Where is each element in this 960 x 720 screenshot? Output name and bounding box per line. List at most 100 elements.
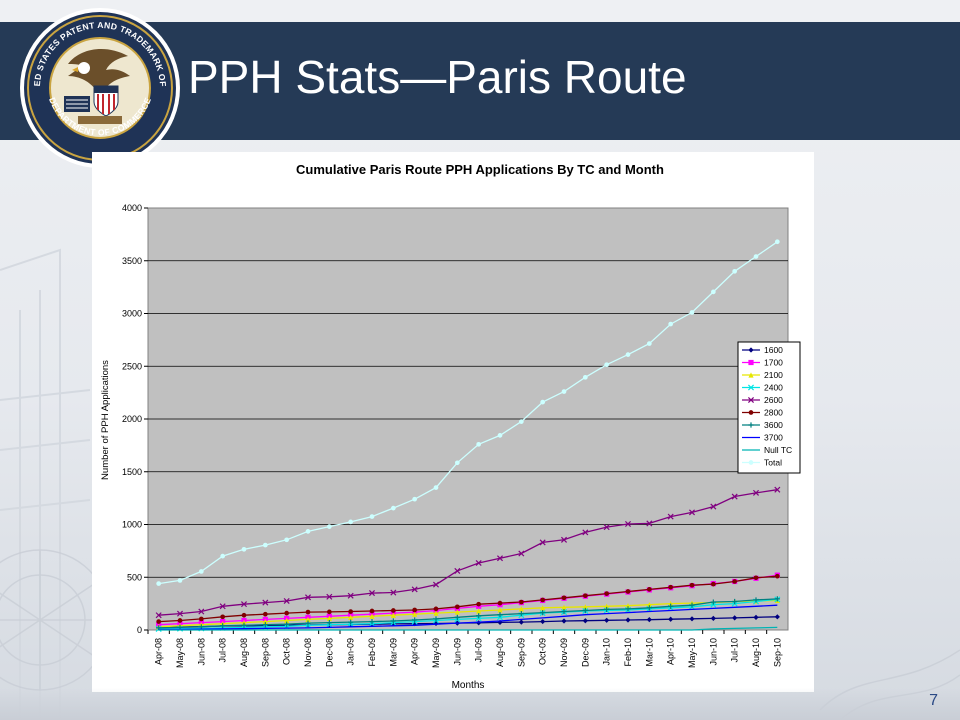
chart-title: Cumulative Paris Route PPH Applications … — [296, 162, 664, 177]
x-tick-label: Jul-10 — [730, 638, 740, 663]
data-point — [561, 608, 567, 615]
data-point — [412, 611, 418, 617]
x-tick-label: Nov-08 — [303, 638, 313, 667]
series-2800 — [156, 573, 780, 624]
data-point — [390, 589, 397, 596]
x-tick-label: May-08 — [175, 638, 185, 668]
data-point — [625, 617, 631, 623]
legend-item: 2600 — [742, 395, 783, 405]
uspto-seal-icon: UNITED STATES PATENT AND TRADEMARK OFFIC… — [18, 6, 180, 168]
y-tick-label: 2000 — [122, 414, 142, 424]
legend-label: 3600 — [764, 420, 783, 430]
legend-label: 2400 — [764, 383, 783, 393]
data-point — [220, 553, 226, 559]
data-point — [497, 612, 503, 618]
data-point — [241, 612, 247, 618]
data-point — [710, 503, 717, 510]
data-point — [689, 616, 695, 622]
data-point — [710, 289, 716, 295]
legend-item: 3700 — [742, 433, 783, 443]
data-point — [262, 622, 268, 628]
slide-page-number: 7 — [929, 692, 938, 709]
legend-item: 3600 — [742, 420, 783, 430]
y-tick-label: 2500 — [122, 361, 142, 371]
data-point — [198, 608, 205, 615]
x-tick-label: Jun-10 — [708, 638, 718, 666]
data-point — [646, 520, 653, 527]
x-tick-label: Jul-08 — [218, 638, 228, 663]
data-point — [604, 362, 610, 368]
data-point — [774, 596, 780, 602]
series-line — [158, 598, 778, 629]
data-point — [667, 513, 674, 520]
x-tick-label: May-10 — [687, 638, 697, 668]
data-point — [284, 537, 290, 543]
data-point — [625, 606, 631, 612]
legend: 1600 1700 2100 2400 2600 2800 3600 3700 Null TC T… — [737, 341, 801, 474]
data-point — [369, 514, 375, 519]
data-point — [156, 619, 162, 624]
x-tick-label: Jul-09 — [474, 638, 484, 663]
data-point — [624, 520, 632, 527]
data-point — [262, 542, 268, 548]
series-line — [158, 626, 778, 631]
data-point — [497, 433, 503, 438]
data-point — [496, 555, 504, 562]
data-point — [454, 604, 460, 610]
data-point — [732, 268, 738, 274]
legend-label: 3700 — [764, 433, 783, 443]
data-point — [732, 615, 738, 621]
data-point — [582, 604, 588, 610]
data-point — [710, 615, 716, 621]
series-lines — [155, 239, 781, 632]
data-point — [284, 610, 290, 616]
legend-label: 1700 — [764, 358, 783, 368]
series-line — [158, 604, 778, 631]
x-tick-label: Feb-10 — [623, 638, 633, 667]
legend-label: 2800 — [764, 408, 783, 418]
data-point — [390, 612, 396, 618]
data-point — [540, 618, 546, 625]
data-point — [518, 550, 525, 557]
x-tick-label: Apr-09 — [410, 638, 420, 665]
data-point — [241, 620, 247, 626]
data-point — [262, 599, 269, 606]
data-point — [540, 609, 546, 616]
y-tick-label: 1000 — [122, 520, 142, 530]
data-point — [348, 519, 354, 525]
data-point — [304, 594, 312, 601]
data-point — [240, 601, 248, 608]
data-point — [454, 567, 461, 574]
data-point — [646, 341, 652, 346]
footer-band — [0, 688, 960, 720]
data-point — [731, 493, 738, 500]
data-point — [582, 593, 588, 599]
series-line — [158, 598, 778, 630]
data-point — [497, 607, 503, 613]
data-point — [412, 621, 418, 627]
x-tick-label: Dec-08 — [324, 638, 334, 667]
data-point — [326, 609, 332, 615]
page-title: PPH Stats—Paris Route — [188, 51, 687, 103]
x-tick-label: May-09 — [431, 638, 441, 668]
data-point — [284, 617, 290, 624]
data-point — [748, 372, 754, 378]
data-point — [748, 422, 754, 428]
data-point — [390, 505, 396, 511]
data-point — [198, 616, 204, 622]
data-point — [753, 614, 759, 620]
x-tick-label: Aug-10 — [751, 638, 761, 667]
series-3600 — [156, 596, 780, 631]
data-point — [732, 598, 738, 605]
legend-item: Null TC — [742, 445, 792, 455]
data-point — [748, 347, 754, 353]
data-point — [689, 602, 695, 608]
data-point — [689, 582, 695, 588]
data-point — [668, 603, 674, 609]
data-point — [668, 321, 674, 327]
data-point — [625, 352, 631, 357]
data-point — [752, 489, 760, 496]
x-tick-label: Jun-09 — [452, 638, 462, 666]
y-tick-label: 4000 — [122, 203, 142, 213]
legend-label: Total — [764, 458, 782, 468]
